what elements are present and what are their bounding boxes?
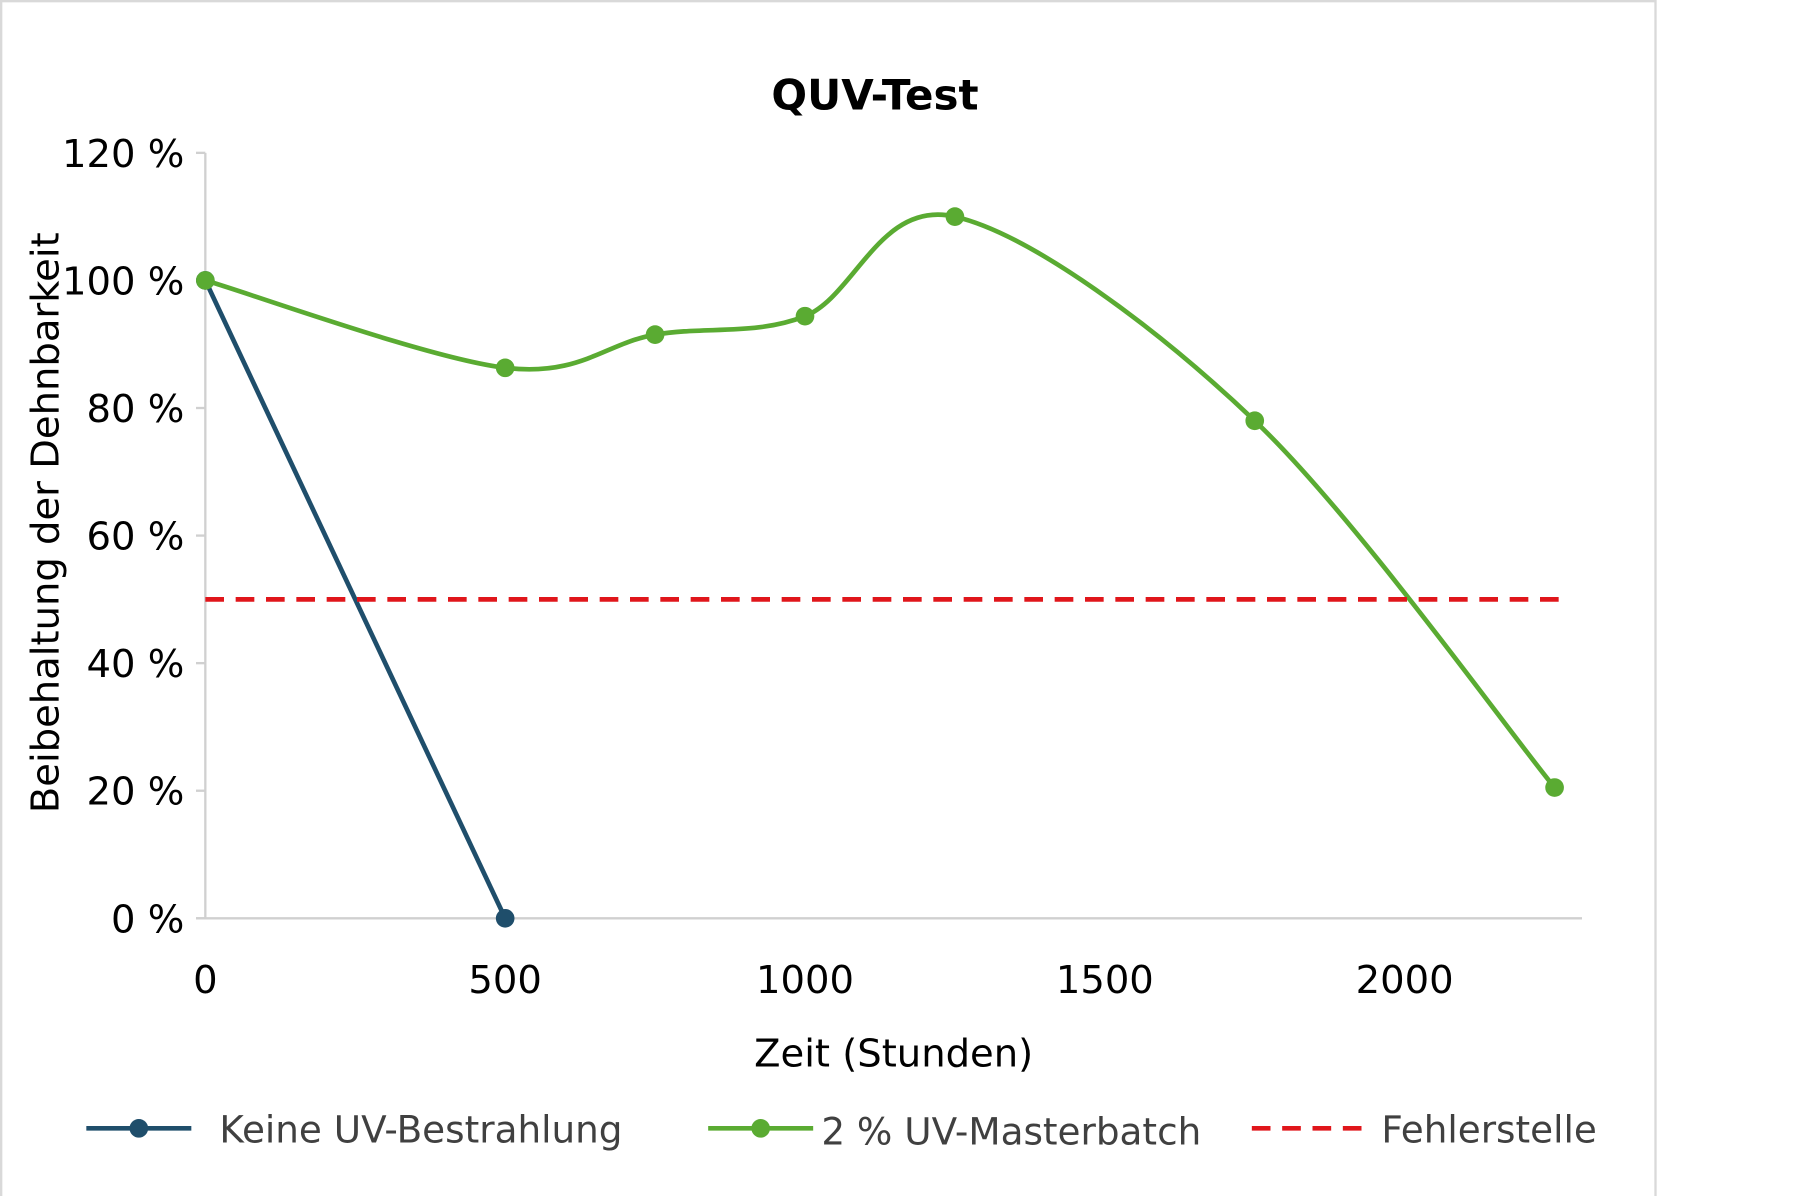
data-point-keine-uv-bestrahlung [495, 908, 515, 928]
data-point-2-uv-masterbatch [196, 271, 215, 290]
y-tick-label: 100 % [62, 259, 184, 304]
legend-label-fehlerstelle: Fehlerstelle [1381, 1107, 1596, 1151]
x-axis-label: Zeit (Stunden) [754, 1031, 1033, 1076]
series-group [196, 207, 1567, 928]
data-point-2-uv-masterbatch [495, 358, 515, 378]
data-point-2-uv-masterbatch [795, 306, 815, 326]
legend-marker-masterbatch [751, 1118, 770, 1138]
y-tick-label: 20 % [87, 770, 185, 815]
series-line-keine-uv-bestrahlung [203, 279, 508, 920]
x-tick-label: 1000 [756, 958, 854, 1003]
x-tick-label: 1500 [1056, 958, 1154, 1003]
legend: Keine UV-Bestrahlung 2 % UV-Masterbatch … [86, 1107, 1597, 1154]
x-tick-label: 0 [193, 958, 217, 1003]
y-tick-labels: 0 % 20 % 40 % 60 % 80 % 100 % 120 % [62, 132, 206, 942]
x-tick-label: 500 [468, 958, 541, 1003]
legend-item-keine-uv[interactable]: Keine UV-Bestrahlung [86, 1107, 622, 1151]
data-point-2-uv-masterbatch [645, 325, 665, 344]
y-tick-label: 0 % [111, 897, 184, 942]
legend-item-masterbatch[interactable]: 2 % UV-Masterbatch [708, 1110, 1201, 1154]
data-point-2-uv-masterbatch [1245, 411, 1265, 431]
y-tick-label: 60 % [87, 515, 185, 560]
data-point-2-uv-masterbatch [1545, 778, 1564, 797]
legend-label-keine-uv: Keine UV-Bestrahlung [219, 1107, 622, 1151]
y-axis-label: Beibehaltung der Dehnbarkeit [23, 232, 68, 813]
data-point-2-uv-masterbatch [945, 207, 965, 226]
y-tick-label: 40 % [87, 642, 185, 687]
chart-title: QUV-Test [771, 71, 978, 120]
legend-item-fehlerstelle[interactable]: Fehlerstelle [1251, 1107, 1597, 1151]
y-tick-label: 80 % [87, 387, 185, 432]
legend-label-masterbatch: 2 % UV-Masterbatch [821, 1110, 1201, 1154]
x-tick-label: 2000 [1356, 958, 1454, 1003]
x-tick-labels: 0 500 1000 1500 2000 [193, 958, 1454, 1003]
legend-marker-keine-uv [129, 1118, 149, 1138]
y-tick-label: 120 % [62, 132, 184, 177]
